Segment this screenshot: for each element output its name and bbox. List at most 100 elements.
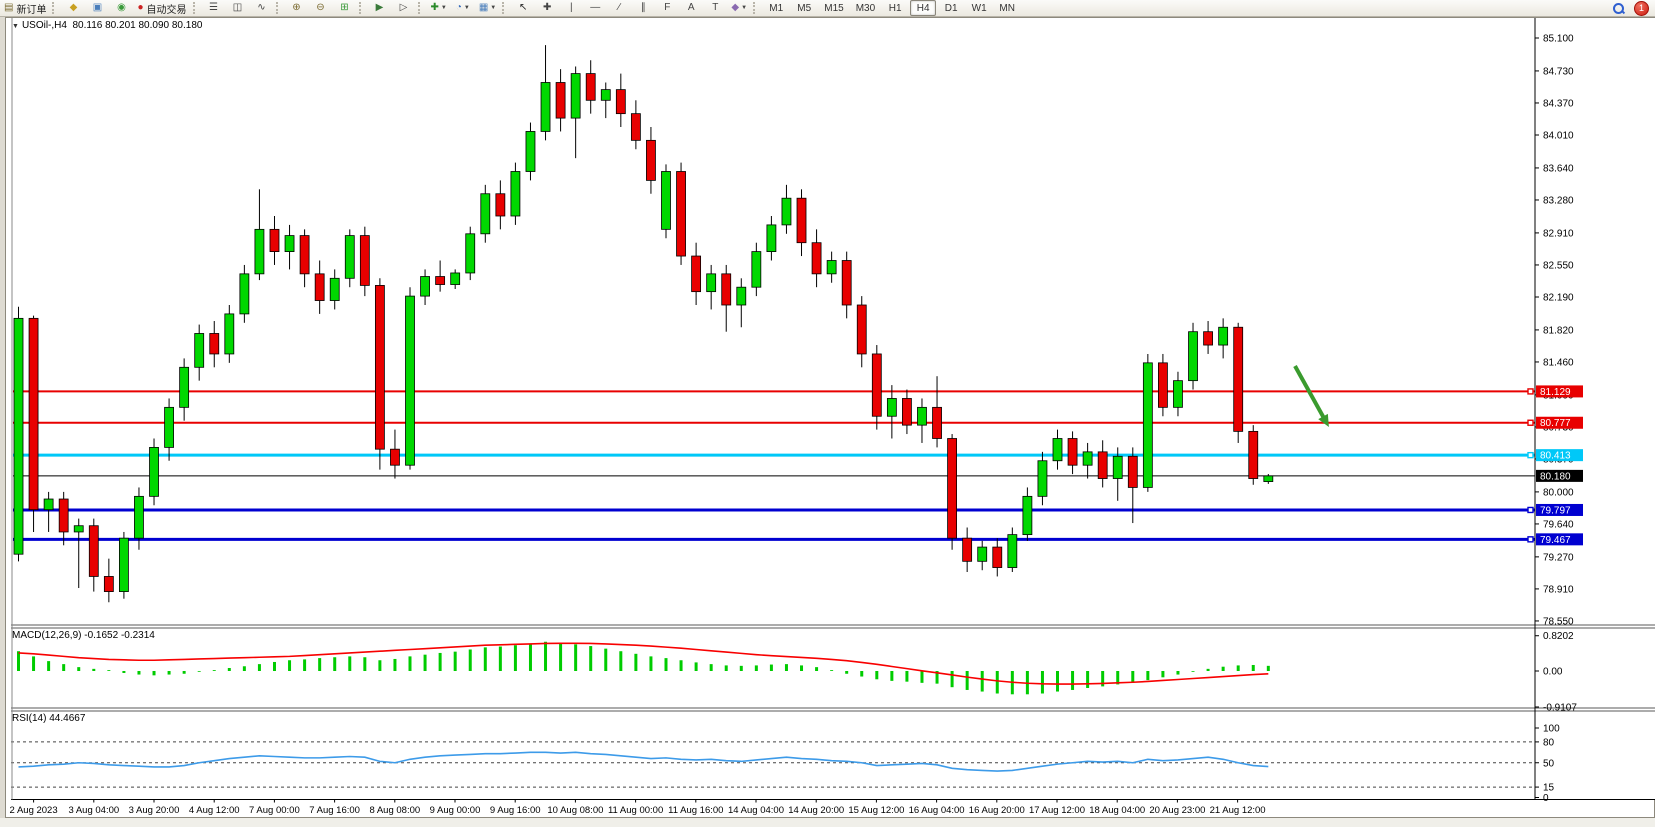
price-axis-tick-label: 81.820 bbox=[1543, 325, 1574, 336]
templates-button[interactable]: ▦ ▼ bbox=[476, 0, 499, 16]
rsi-axis-tick-label: 15 bbox=[1543, 783, 1555, 794]
candle-body bbox=[149, 446, 159, 497]
zoom-in-icon-glyph: ⊕ bbox=[292, 2, 301, 13]
price-axis-tick-label: 84.370 bbox=[1543, 98, 1574, 109]
timeframe-h1-button[interactable]: H1 bbox=[888, 2, 902, 14]
candle-body bbox=[947, 438, 957, 539]
level-price-label-box bbox=[1536, 449, 1583, 462]
timeframe-d1-button[interactable]: D1 bbox=[944, 2, 958, 14]
trend-arrow-head[interactable] bbox=[1318, 413, 1329, 427]
time-axis-label: 8 Aug 08:00 bbox=[369, 805, 420, 816]
chevron-down-icon[interactable]: ▼ bbox=[12, 23, 19, 30]
horizontal-line-button[interactable]: — bbox=[584, 0, 606, 16]
main-toolbar: ▤ 新订单 ◆ ▣ ◉ ● 自动交易 ☰ ◫ ∿ ⊕ ⊖ ⊞ ▶ ▷ ✚ ▼ ◔ ▼ ▦ ▼ ↖ ✚ | — ∕ ∥ F A T ◆ ▼ M1 M… bbox=[0, 0, 1655, 17]
signals-icon[interactable]: ◉ bbox=[110, 0, 132, 16]
level-line-anchor[interactable] bbox=[1527, 419, 1534, 426]
candle-body bbox=[841, 260, 852, 306]
cursor-button[interactable]: ↖ bbox=[512, 0, 534, 16]
candle-body bbox=[525, 131, 536, 172]
candle-body bbox=[886, 398, 897, 417]
candle-body bbox=[600, 89, 611, 101]
periods-button[interactable]: ◔ ▼ bbox=[452, 0, 474, 16]
text-label-button[interactable]: T bbox=[704, 0, 726, 16]
search-icon[interactable] bbox=[1613, 2, 1626, 14]
candle-body bbox=[164, 406, 174, 448]
crosshair-glyph: ✚ bbox=[543, 2, 552, 13]
zoom-out-icon[interactable]: ⊖ bbox=[310, 0, 332, 16]
candle-body bbox=[1173, 380, 1183, 408]
price-axis-tick-label: 82.910 bbox=[1543, 228, 1574, 239]
tile-windows-icon[interactable]: ⊞ bbox=[334, 0, 356, 16]
timeframe-m1-button[interactable]: M1 bbox=[769, 2, 784, 14]
candle-body bbox=[103, 576, 114, 592]
crosshair-button[interactable]: ✚ bbox=[536, 0, 558, 16]
trend-arrow-shaft[interactable] bbox=[1293, 365, 1327, 421]
channel-button[interactable]: ∥ bbox=[632, 0, 654, 16]
notification-badge[interactable]: 1 bbox=[1634, 0, 1649, 16]
macd-axis-tick-label: 0.8202 bbox=[1543, 631, 1574, 642]
level-price-label: 80.413 bbox=[1540, 451, 1571, 462]
timeframe-h4-button[interactable]: H4 bbox=[910, 0, 937, 16]
trendline-button[interactable]: ∕ bbox=[608, 0, 630, 16]
vertical-line-button[interactable]: | bbox=[560, 0, 582, 16]
line-chart-icon[interactable]: ∿ bbox=[251, 0, 273, 16]
timeframe-mn-button[interactable]: MN bbox=[999, 2, 1015, 14]
chevron-down-icon: ▼ bbox=[463, 5, 470, 11]
level-price-label-box bbox=[1536, 533, 1583, 546]
autotrade-glyph: ● bbox=[137, 2, 144, 13]
toolbar-separator bbox=[192, 2, 200, 14]
shapes-button[interactable]: ◆ ▼ bbox=[728, 0, 750, 16]
text-button[interactable]: A bbox=[680, 0, 702, 16]
candle-body bbox=[88, 525, 99, 577]
candle-body bbox=[13, 317, 24, 555]
chart-shift-icon[interactable]: ▶ bbox=[369, 0, 391, 16]
candlestick-chart-icon[interactable]: ◫ bbox=[227, 0, 249, 16]
rsi-line bbox=[18, 751, 1269, 772]
candle-body bbox=[1037, 460, 1048, 497]
candle-body bbox=[1022, 495, 1033, 536]
auto-scroll-icon[interactable]: ▷ bbox=[393, 0, 415, 16]
time-axis-label: 14 Aug 20:00 bbox=[788, 805, 844, 816]
candle-body bbox=[721, 273, 732, 306]
autotrade-button[interactable]: ● 自动交易 bbox=[134, 0, 189, 16]
candle-body bbox=[706, 273, 717, 293]
timeframe-w1-button[interactable]: W1 bbox=[971, 2, 987, 14]
chart-shift-icon-glyph: ▶ bbox=[375, 2, 384, 13]
shapes-glyph: ◆ bbox=[731, 2, 740, 13]
candle-body bbox=[570, 73, 581, 119]
level-line-anchor[interactable] bbox=[1527, 506, 1534, 514]
timeframe-m30-button[interactable]: M30 bbox=[855, 2, 876, 14]
level-line-anchor[interactable] bbox=[1527, 536, 1534, 543]
chart-canvas[interactable]: 85.100 84.730 84.370 84.010 83.640 83.280 82.9… bbox=[5, 17, 1655, 818]
level-line-anchor[interactable] bbox=[1527, 388, 1534, 395]
current-price-box bbox=[1536, 469, 1583, 482]
fibonacci-button[interactable]: F bbox=[656, 0, 678, 16]
time-axis-label: 18 Aug 04:00 bbox=[1089, 805, 1145, 816]
indicators-button[interactable]: ✚ ▼ bbox=[428, 0, 450, 16]
level-price-label: 79.467 bbox=[1540, 535, 1571, 546]
candle-body bbox=[28, 317, 39, 511]
candle-body bbox=[977, 546, 988, 562]
candle-body bbox=[555, 82, 566, 119]
candle-body bbox=[314, 273, 325, 301]
bar-chart-icon[interactable]: ☰ bbox=[203, 0, 225, 16]
zoom-in-icon[interactable]: ⊕ bbox=[286, 0, 308, 16]
candle-body bbox=[359, 235, 370, 286]
channel-glyph: ∥ bbox=[640, 2, 646, 13]
timeframe-m5-button[interactable]: M5 bbox=[797, 2, 812, 14]
market-watch-icon[interactable]: ▣ bbox=[86, 0, 108, 16]
candle-body bbox=[299, 235, 310, 275]
candle-body bbox=[43, 498, 54, 511]
level-line-anchor[interactable] bbox=[1527, 451, 1534, 459]
timeframe-m15-button[interactable]: M15 bbox=[824, 2, 844, 14]
level-price-label-box bbox=[1536, 385, 1583, 398]
candle-body bbox=[1112, 455, 1123, 479]
profile-icon[interactable]: ◆ bbox=[62, 0, 84, 16]
price-axis-tick-label: 84.730 bbox=[1543, 66, 1574, 77]
time-axis-label: 16 Aug 04:00 bbox=[909, 805, 965, 816]
candle-body bbox=[73, 525, 84, 533]
candle-body bbox=[1082, 451, 1093, 466]
new-order-button[interactable]: ▤ 新订单 bbox=[1, 0, 49, 16]
level-price-label: 80.777 bbox=[1540, 418, 1571, 429]
